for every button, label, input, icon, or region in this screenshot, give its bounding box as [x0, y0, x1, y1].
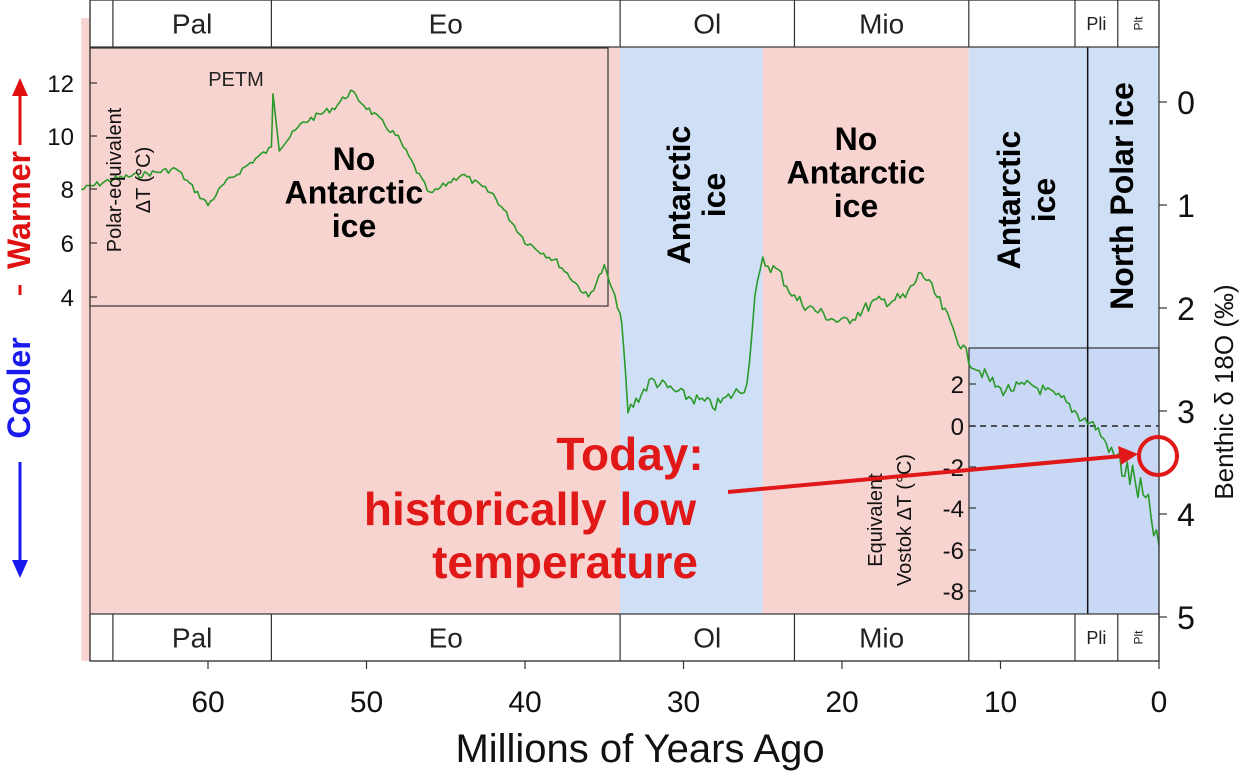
today-line2: historically low [364, 483, 697, 535]
warmer-arrow-head [12, 78, 28, 96]
inset-left-tick-label: 12 [47, 71, 74, 98]
epoch-bottom-frame [90, 614, 1159, 661]
epoch-bar-top: Pal Eo Ol Mio Pli Plt [90, 0, 1159, 47]
x-axis-title: Millions of Years Ago [455, 727, 824, 771]
right-tick-label: 0 [1177, 85, 1195, 121]
inset-left-ylabel-1: Polar-equivalent [104, 107, 126, 252]
region-label-no-ice-1: No [333, 141, 376, 177]
epoch-bottom-label: Ol [693, 623, 721, 654]
epoch-bottom-label: Pli [1086, 628, 1106, 648]
epoch-top-label: Plt [1131, 16, 1145, 31]
inset-left-tick-label: 8 [61, 177, 74, 204]
epoch-bar-bottom: Pal Eo Ol Mio Pli Plt [90, 614, 1159, 661]
epoch-top-label: Ol [693, 9, 721, 40]
epoch-bottom-label: Pal [172, 623, 212, 654]
cooler-arrow-head [12, 560, 28, 578]
inset-left-tick-label: 10 [47, 124, 74, 151]
inset-right-tick-label: 0 [951, 414, 964, 441]
x-tick-label: 10 [984, 686, 1017, 719]
region-label-no-ice-1: ice [332, 208, 376, 244]
epoch-bottom-label: Mio [859, 623, 904, 654]
region-label-antarctic-2b: ice [1026, 178, 1062, 222]
inset-right-tick-label: 2 [951, 372, 964, 399]
epoch-bottom-label: Plt [1131, 630, 1145, 645]
petm-label: PETM [208, 69, 264, 91]
x-tick-label: 60 [191, 686, 224, 719]
inset-left-tick-label: 6 [61, 231, 74, 258]
inset-right-ylabel-1: Equivalent [865, 473, 887, 567]
right-tick-label: 1 [1177, 188, 1195, 224]
inset-right-tick-label: -8 [943, 579, 964, 606]
region-label-antarctic-1a: Antarctic [661, 126, 697, 265]
cooler-label: Cooler [1, 337, 37, 438]
epoch-top-label: Pli [1086, 14, 1106, 34]
region-label-north-polar: North Polar ice [1104, 82, 1140, 310]
inset-box-right [969, 348, 1159, 631]
inset-left-tick-label: 4 [61, 285, 74, 312]
right-tick-label: 5 [1177, 600, 1195, 636]
right-tick-label: 2 [1177, 291, 1195, 327]
right-axis-title: Benthic δ 18O (‰) [1209, 284, 1239, 499]
right-tick-label: 4 [1177, 497, 1195, 533]
inset-right-tick-label: -2 [943, 455, 964, 482]
x-tick-label: 50 [350, 686, 383, 719]
x-tick-label: 30 [667, 686, 700, 719]
region-label-antarctic-2a: Antarctic [991, 131, 1027, 270]
region-label-antarctic-1b: ice [696, 173, 732, 217]
inset-right-tick-label: -4 [943, 496, 964, 523]
region-label-no-ice-1: Antarctic [285, 175, 424, 211]
region-label-no-ice-2: No [835, 121, 878, 157]
x-tick-label: 40 [508, 686, 541, 719]
epoch-top-frame [90, 0, 1159, 47]
right-tick-label: 3 [1177, 394, 1195, 430]
epoch-top-label: Pal [172, 9, 212, 40]
today-line1: Today: [556, 428, 703, 480]
inset-left-ylabel-2: ΔT (°C) [133, 147, 155, 214]
region-label-no-ice-2: ice [834, 188, 878, 224]
inset-right-tick-label: -6 [943, 538, 964, 565]
epoch-top-label: Mio [859, 9, 904, 40]
epoch-bottom-label: Eo [429, 623, 463, 654]
region-label-no-ice-2: Antarctic [787, 155, 926, 191]
x-tick-label: 20 [825, 686, 858, 719]
epoch-top-label: Eo [429, 9, 463, 40]
x-tick-label: 0 [1151, 686, 1168, 719]
warmer-label: Warmer [1, 151, 37, 269]
today-line3: temperature [432, 536, 698, 588]
